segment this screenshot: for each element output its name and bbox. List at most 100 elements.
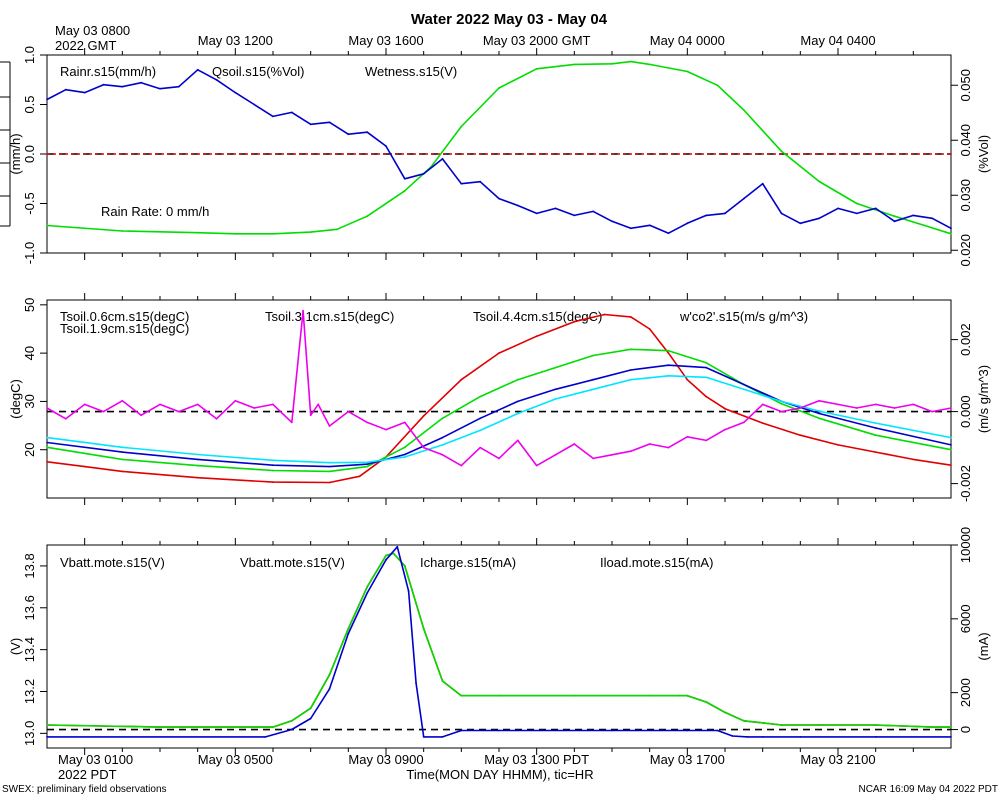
left-axis-tick-label: -0.5 xyxy=(22,192,37,214)
data-point-p2-red xyxy=(705,395,708,398)
legend-tsoil-4-4cm: Tsoil.4.4cm.s15(degC) xyxy=(473,309,602,324)
data-point-p2-red xyxy=(950,464,952,467)
data-point-p1-blue xyxy=(140,81,143,84)
data-point-p1-red xyxy=(950,153,952,155)
data-point-p1-green xyxy=(950,232,952,235)
legend-tsoil-1-9cm: Tsoil.1.9cm.s15(degC) xyxy=(60,321,189,336)
data-point-p2-magenta xyxy=(309,414,312,417)
data-point-p3-blue xyxy=(309,717,312,720)
data-point-p1-blue xyxy=(742,197,745,200)
data-point-p2-blue xyxy=(516,400,519,403)
data-point-p2-magenta xyxy=(83,403,86,406)
data-point-p3-blue xyxy=(950,736,952,738)
data-point-p3-green xyxy=(392,552,395,555)
data-point-p1-blue xyxy=(234,91,237,94)
data-point-p1-blue xyxy=(159,87,161,90)
data-point-p2-red xyxy=(328,481,331,484)
data-point-p1-blue xyxy=(931,217,934,220)
data-point-p3-green xyxy=(705,701,708,703)
left-axis-tick-label: 1.0 xyxy=(22,46,37,64)
bottom-axis-label: May 03 1300 PDT xyxy=(484,752,589,767)
data-point-p1-green xyxy=(535,67,538,70)
data-point-p2-magenta xyxy=(366,421,369,424)
data-point-p2-magenta xyxy=(159,403,161,406)
data-point-p1-blue xyxy=(102,83,105,86)
right-axis-tick-label: 6000 xyxy=(958,604,973,633)
data-point-p1-green xyxy=(336,228,338,231)
left-axis-tick-label: 20 xyxy=(22,442,37,456)
data-point-p2-cyan xyxy=(554,398,557,400)
data-point-p1-blue xyxy=(724,212,726,215)
right-axis-tick-label: 0.040 xyxy=(958,124,973,157)
data-point-p3-green xyxy=(742,719,745,722)
data-point-p2-magenta xyxy=(912,403,915,406)
chart-title: Water 2022 May 03 - May 04 xyxy=(411,11,608,28)
data-point-p2-red xyxy=(648,328,651,330)
top-axis-first-label-line1: May 03 0800 xyxy=(55,23,130,38)
legend-tsoil-3-1cm: Tsoil.3.1cm.s15(degC) xyxy=(265,309,394,324)
data-point-p3-blue xyxy=(874,736,877,738)
data-point-p2-red xyxy=(603,313,606,316)
data-point-p1-blue xyxy=(328,121,331,124)
data-point-p3-blue xyxy=(264,736,267,738)
data-point-p1-green xyxy=(629,60,632,63)
data-point-p2-cyan xyxy=(705,376,708,379)
data-point-p2-green xyxy=(705,361,708,364)
data-point-p2-magenta xyxy=(140,414,143,417)
data-point-p3-blue xyxy=(385,558,387,561)
data-point-p2-blue xyxy=(366,463,369,466)
data-point-p2-red xyxy=(83,465,86,468)
data-point-p2-cyan xyxy=(441,444,444,446)
data-point-p2-magenta xyxy=(893,407,896,409)
data-point-p3-blue xyxy=(407,590,410,592)
data-point-p2-blue xyxy=(441,436,444,439)
data-point-p2-cyan xyxy=(818,410,821,412)
series-line-p3-blue xyxy=(47,546,951,738)
data-point-p3-blue xyxy=(460,729,463,732)
legend-wetness: Wetness.s15(V) xyxy=(365,64,457,79)
data-point-p1-green xyxy=(818,180,821,183)
data-point-p3-blue xyxy=(396,545,399,548)
data-point-p2-magenta xyxy=(516,439,519,442)
data-point-p2-magenta xyxy=(950,407,952,409)
data-point-p1-green xyxy=(403,189,406,192)
bottom-axis-labels: May 03 0500 May 03 0900 May 03 1300 PDT May… xyxy=(198,752,876,767)
data-point-p2-green xyxy=(554,366,557,369)
data-point-p2-magenta xyxy=(799,407,802,409)
data-point-p1-green xyxy=(498,87,500,89)
data-point-p2-magenta xyxy=(302,309,304,312)
data-point-p1-blue xyxy=(648,224,651,227)
data-point-p2-magenta xyxy=(535,464,538,467)
data-point-p2-blue xyxy=(742,383,745,386)
data-point-p2-blue xyxy=(403,453,406,456)
data-point-p2-magenta xyxy=(837,403,839,406)
data-point-p1-green xyxy=(893,215,896,218)
data-point-p2-magenta xyxy=(102,410,105,413)
left-axis-tick-label: 13.8 xyxy=(22,553,37,578)
bottom-axis-label: May 03 1700 xyxy=(650,752,725,767)
legend-rainr: Rainr.s15(mm/h) xyxy=(60,64,156,79)
data-point-p1-blue xyxy=(196,68,199,71)
top-axis-label: May 03 2000 GMT xyxy=(483,33,591,48)
data-point-p1-blue xyxy=(479,180,482,183)
data-point-p2-blue xyxy=(121,451,124,453)
series-line-p3-red xyxy=(46,552,951,728)
left-axis-label: (mm/h) xyxy=(8,133,23,174)
bottom-axis-label: May 03 2100 xyxy=(800,752,875,767)
data-point-p2-magenta xyxy=(611,453,613,456)
data-point-p3-green xyxy=(931,726,934,728)
legend-vbatt-red: Vbatt.mote.s15(V) xyxy=(60,555,165,570)
legend-tsoil-0-6cm: Tsoil.0.6cm.s15(degC) xyxy=(60,309,189,324)
data-point-p2-blue xyxy=(705,366,708,369)
data-point-p2-green xyxy=(629,348,632,351)
top-axis-label: May 04 0400 xyxy=(800,33,875,48)
data-point-p1-green xyxy=(121,230,124,232)
data-point-p2-magenta xyxy=(874,403,877,406)
data-point-p2-green xyxy=(328,470,331,473)
data-point-p2-magenta xyxy=(403,421,406,424)
data-point-p2-magenta xyxy=(761,403,764,406)
footer-left: SWEX: preliminary field observations xyxy=(2,784,167,795)
data-point-p1-green xyxy=(573,63,576,66)
left-axis-tick-label: -1.0 xyxy=(22,242,37,264)
data-point-p2-magenta xyxy=(290,421,293,424)
